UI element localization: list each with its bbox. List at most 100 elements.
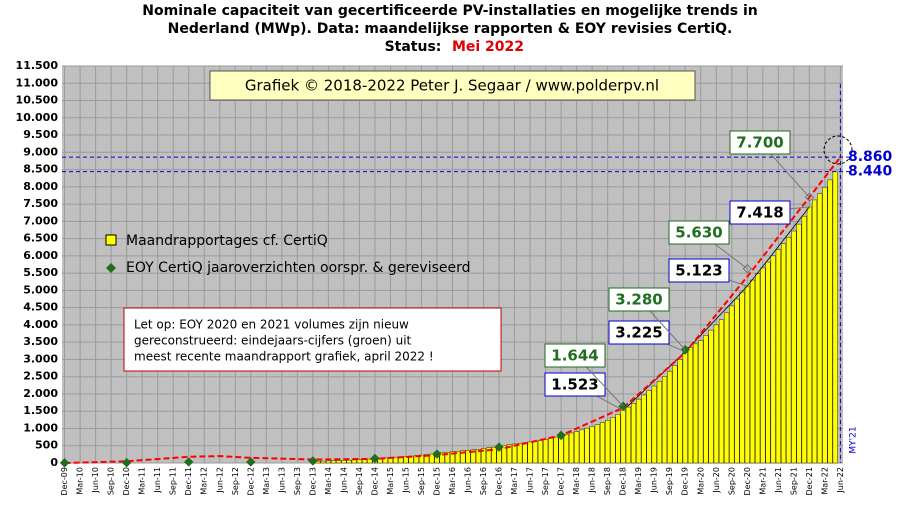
bar-label: 5.123: [675, 262, 722, 280]
y-tick-label: 9.500: [23, 128, 58, 141]
x-tick-label: Jun-16: [464, 467, 473, 494]
eoy-label-box: [729, 130, 791, 155]
bar: [636, 398, 642, 464]
status-label: Status:: [385, 39, 442, 55]
x-tick-label: Mar-17: [510, 467, 519, 495]
bar: [403, 456, 409, 464]
bar: [424, 454, 430, 464]
bar: [320, 460, 326, 464]
bar: [806, 206, 812, 464]
bar: [537, 440, 543, 464]
note: Let op: EOY 2020 en 2021 volumes zijn ni…: [134, 318, 409, 332]
bar: [522, 442, 528, 464]
y-tick-label: 500: [35, 439, 58, 452]
x-tick-label: Sep-14: [355, 467, 364, 495]
x-tick-label: Dec-19: [681, 467, 690, 496]
x-tick-label: Sep-12: [231, 467, 240, 495]
x-tick-label: Dec-13: [308, 467, 317, 496]
highlight-circle: [823, 135, 853, 165]
x-tick-label: Dec-17: [557, 467, 566, 496]
x-tick-label: Sep-11: [169, 467, 178, 495]
bar: [610, 417, 616, 464]
note: gereconstrueerd: eindejaars-cijfers (gro…: [134, 334, 412, 348]
bar: [620, 410, 626, 464]
y-tick-label: 5.500: [23, 266, 58, 279]
y-tick-label: 1.500: [23, 404, 58, 417]
x-tick-label: Mar-14: [324, 467, 333, 495]
y-tick-label: 2.000: [23, 387, 58, 400]
bar: [760, 267, 766, 464]
bar: [667, 370, 673, 464]
bar: [812, 199, 818, 464]
y-tick-label: 7.500: [23, 197, 58, 210]
bar-label: 7.418: [736, 204, 783, 222]
bar: [532, 441, 538, 464]
bar-label-box: [668, 258, 730, 283]
bar: [796, 223, 802, 464]
bar: [429, 453, 435, 464]
y-tick-label: 4.000: [23, 318, 58, 331]
bar: [548, 437, 554, 464]
copyright-box: [209, 70, 696, 101]
bar: [594, 424, 600, 464]
x-tick-label: Jun-15: [401, 467, 410, 494]
y-tick-label: 8.500: [23, 163, 58, 176]
bar: [724, 312, 730, 464]
bar: [584, 427, 590, 464]
bar: [693, 343, 699, 464]
bar: [817, 193, 823, 464]
x-tick-label: Mar-18: [572, 467, 581, 495]
bar: [822, 186, 828, 464]
bar: [744, 285, 750, 464]
x-tick-label: Mar-20: [696, 467, 705, 495]
x-tick-label: Dec-21: [805, 467, 814, 496]
bar: [827, 179, 833, 464]
bar: [605, 419, 611, 464]
x-tick-label: Dec-14: [370, 467, 379, 496]
bar: [486, 447, 492, 464]
bar: [465, 450, 471, 464]
bar: [444, 452, 450, 464]
y-tick-label: 11.500: [16, 59, 59, 72]
eoy-label: 3.280: [615, 291, 662, 309]
y-tick-label: 3.000: [23, 352, 58, 365]
bar-label: 3.225: [615, 324, 662, 342]
bar: [599, 422, 606, 464]
bar: [491, 446, 497, 464]
bar: [517, 443, 523, 464]
bar: [703, 335, 709, 464]
bar: [393, 456, 399, 464]
bar: [749, 279, 756, 464]
bar: [677, 359, 683, 464]
eoy-label: 1.644: [551, 347, 598, 365]
x-tick-label: Sep-16: [479, 467, 488, 495]
bar: [553, 436, 559, 464]
legend-label: Maandrapportages cf. CertiQ: [126, 233, 328, 249]
x-tick-label: Sep-15: [417, 467, 426, 495]
x-tick-label: Mar-13: [262, 467, 271, 495]
x-tick-label: Jun-13: [277, 467, 286, 494]
x-tick-label: Sep-17: [541, 467, 550, 495]
bar: [765, 261, 771, 464]
y-tick-label: 1.000: [23, 421, 58, 434]
bar: [460, 450, 466, 464]
legend-label: EOY CertiQ jaaroverzichten oorspr. & ger…: [126, 260, 471, 276]
eoy-marker: [804, 192, 815, 202]
x-tick-label: Dec-20: [743, 467, 752, 496]
bar: [563, 434, 569, 464]
bar: [449, 451, 456, 464]
bar: [470, 449, 476, 464]
bar: [656, 380, 662, 464]
bar-label: 1.523: [551, 376, 598, 394]
x-tick-label: Mar-10: [76, 467, 85, 495]
eoy-marker: [432, 449, 442, 459]
x-tick-label: Dec-10: [122, 467, 131, 496]
bar: [543, 438, 549, 464]
eoy-marker: [494, 442, 504, 452]
bar: [568, 432, 574, 464]
bar: [780, 243, 787, 464]
y-tick-label: 11.000: [16, 76, 59, 89]
bar: [325, 460, 331, 464]
x-tick-label: Sep-13: [293, 467, 302, 495]
